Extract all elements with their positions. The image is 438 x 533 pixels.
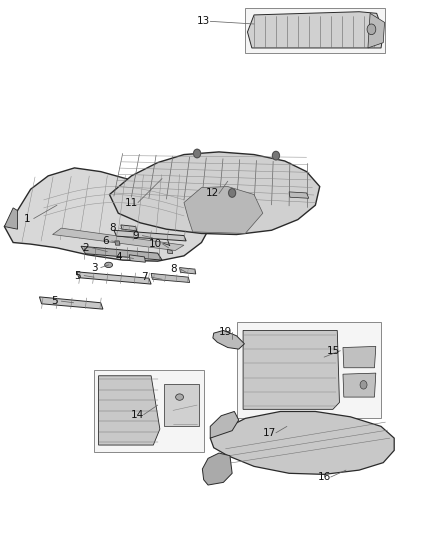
Polygon shape — [213, 330, 244, 349]
Text: 10: 10 — [149, 239, 162, 248]
Polygon shape — [243, 330, 339, 409]
Polygon shape — [110, 152, 320, 235]
Polygon shape — [343, 346, 376, 368]
Polygon shape — [4, 168, 210, 261]
Text: 6: 6 — [102, 236, 109, 246]
Polygon shape — [99, 376, 160, 445]
Polygon shape — [237, 322, 381, 418]
Circle shape — [272, 151, 279, 160]
Text: 7: 7 — [141, 272, 148, 282]
Polygon shape — [210, 411, 239, 438]
Polygon shape — [81, 246, 162, 260]
Polygon shape — [343, 373, 376, 397]
Ellipse shape — [105, 262, 113, 268]
Text: 3: 3 — [91, 263, 98, 272]
Polygon shape — [39, 297, 103, 309]
Polygon shape — [53, 228, 184, 251]
Text: 16: 16 — [318, 472, 331, 482]
Polygon shape — [151, 273, 190, 282]
Text: 19: 19 — [219, 327, 232, 336]
Circle shape — [360, 381, 367, 389]
Text: 11: 11 — [125, 198, 138, 207]
Text: 12: 12 — [206, 189, 219, 198]
Text: 17: 17 — [263, 428, 276, 438]
Polygon shape — [289, 192, 309, 198]
Text: 8: 8 — [110, 223, 117, 233]
Polygon shape — [368, 13, 385, 48]
Text: 9: 9 — [132, 231, 139, 240]
Text: 14: 14 — [131, 410, 144, 419]
Text: 4: 4 — [115, 252, 122, 262]
Text: 5: 5 — [51, 296, 58, 306]
Polygon shape — [184, 187, 263, 233]
Polygon shape — [180, 268, 196, 274]
Polygon shape — [115, 241, 120, 245]
Text: 1: 1 — [24, 214, 31, 223]
Polygon shape — [114, 230, 186, 241]
Circle shape — [229, 189, 236, 197]
Polygon shape — [4, 208, 18, 229]
Text: 8: 8 — [170, 264, 177, 274]
Ellipse shape — [176, 394, 184, 400]
Text: 5: 5 — [74, 271, 81, 280]
Polygon shape — [94, 370, 204, 452]
Polygon shape — [210, 411, 394, 474]
Polygon shape — [77, 272, 151, 284]
Polygon shape — [129, 255, 145, 262]
Text: 13: 13 — [197, 17, 210, 26]
Polygon shape — [167, 249, 173, 254]
Circle shape — [367, 24, 376, 35]
Polygon shape — [202, 453, 232, 485]
Polygon shape — [247, 12, 383, 48]
Text: 2: 2 — [82, 243, 89, 253]
Text: 15: 15 — [327, 346, 340, 356]
Polygon shape — [245, 8, 385, 53]
Circle shape — [194, 149, 201, 158]
Polygon shape — [121, 225, 137, 231]
Polygon shape — [164, 384, 199, 426]
